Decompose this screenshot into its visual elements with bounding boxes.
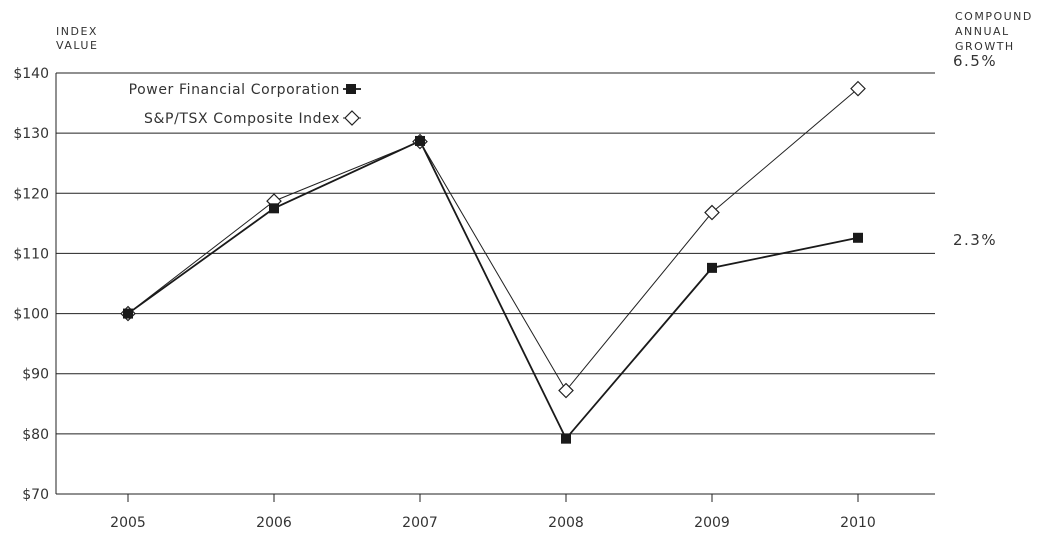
- x-tick-label: 2005: [110, 515, 146, 531]
- marker-sptsx-2010: [850, 80, 866, 97]
- growth-title-line-3: GROWTH: [955, 40, 1015, 53]
- y-tick-label: $100: [13, 307, 49, 323]
- y-tick-label: $70: [22, 487, 49, 503]
- marker-sptsx-2009: [704, 204, 720, 221]
- y-axis-title-line-2: VALUE: [56, 39, 98, 52]
- marker-power-financial-2005: [123, 308, 133, 319]
- marker-power-financial-2010: [853, 232, 863, 243]
- y-axis-title-line-1: INDEX: [56, 25, 98, 38]
- marker-power-financial-2009: [707, 262, 717, 273]
- y-tick-label: $90: [22, 367, 49, 383]
- series-lines: [127, 88, 859, 441]
- series-markers: [120, 80, 866, 444]
- legend-marker-filled-square-icon: [346, 84, 356, 94]
- x-tick-label: 2007: [402, 515, 438, 531]
- legend-label-sptsx: S&P/TSX Composite Index: [144, 111, 340, 127]
- marker-power-financial-2006: [269, 203, 279, 214]
- x-tick-labels: 2005 2006 2007 2008 2009 2010: [110, 515, 876, 531]
- growth-title-line-1: COMPOUND: [955, 10, 1033, 23]
- x-tick-label: 2006: [256, 515, 292, 531]
- growth-value-sptsx: 6.5%: [953, 52, 997, 70]
- series-line-sptsx: [127, 88, 859, 392]
- y-tick-label: $110: [13, 246, 49, 262]
- legend: Power Financial Corporation S&P/TSX Comp…: [129, 82, 361, 127]
- axes: [55, 73, 935, 502]
- y-tick-label: $120: [13, 186, 49, 202]
- x-tick-label: 2009: [694, 515, 730, 531]
- growth-value-power-financial: 2.3%: [953, 231, 997, 249]
- legend-marker-open-diamond-icon: [344, 110, 360, 126]
- marker-sptsx-2008: [558, 382, 574, 399]
- grid-lines: [56, 72, 935, 435]
- y-tick-label: $140: [13, 66, 49, 82]
- marker-power-financial-2007: [415, 135, 425, 146]
- growth-title-line-2: ANNUAL: [955, 25, 1010, 38]
- series-line-power-financial: [127, 139, 859, 441]
- x-tick-label: 2008: [548, 515, 584, 531]
- y-tick-label: $130: [13, 126, 49, 142]
- x-tick-label: 2010: [840, 515, 876, 531]
- y-tick-labels: $70 $80 $90 $100 $110 $120 $130 $140: [13, 66, 49, 503]
- y-tick-label: $80: [22, 427, 49, 443]
- legend-label-power-financial: Power Financial Corporation: [129, 82, 340, 98]
- marker-power-financial-2008: [561, 433, 571, 444]
